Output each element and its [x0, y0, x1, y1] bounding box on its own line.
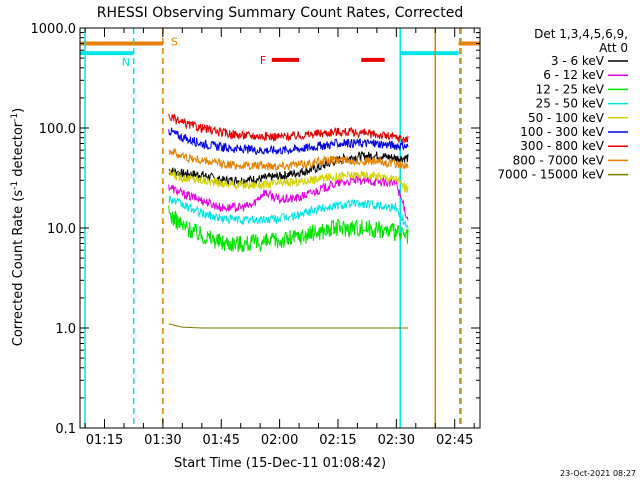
- chart-title: RHESSI Observing Summary Count Rates, Co…: [97, 5, 463, 21]
- series-line: [168, 195, 409, 229]
- y-axis-label: Corrected Count Rate (s-1 detector-1): [10, 108, 26, 346]
- y-axis-label-sup1: -1: [10, 181, 20, 190]
- series-line: [168, 174, 409, 221]
- legend-label: 6 - 12 keV: [543, 68, 605, 82]
- timestamp: 23-Oct-2021 08:27: [560, 469, 636, 478]
- flag-label: N: [122, 56, 130, 69]
- series-line: [168, 113, 409, 144]
- x-tick-label: 02:00: [261, 433, 298, 448]
- y-axis-label-part2: detector: [11, 121, 26, 181]
- legend-label: 3 - 6 keV: [551, 54, 605, 68]
- plot-border: [79, 27, 481, 429]
- x-tick-label: 02:30: [378, 433, 415, 448]
- y-tick-label: 10.0: [47, 222, 76, 237]
- vertical-markers: [84, 28, 462, 428]
- legend-label: 7000 - 15000 keV: [497, 168, 604, 182]
- x-axis-label: Start Time (15-Dec-11 01:08:42): [174, 456, 386, 471]
- plot-frame: [79, 27, 481, 429]
- flag-label: S: [171, 35, 178, 48]
- y-axis-label-sup2: -1: [10, 113, 20, 122]
- y-tick-label: 100.0: [39, 122, 76, 137]
- legend-label: 25 - 50 keV: [536, 97, 605, 111]
- series-line: [168, 127, 409, 155]
- y-tick-label: 1.0: [55, 322, 76, 337]
- series-lines: [168, 113, 409, 329]
- series-line: [168, 168, 409, 194]
- y-tick-label: 0.1: [55, 422, 76, 437]
- x-tick-label: 02:45: [436, 433, 473, 448]
- series-line: [168, 205, 409, 252]
- legend-header-detectors: Det 1,3,4,5,6,9,: [534, 27, 628, 41]
- x-tick-label: 01:15: [86, 433, 123, 448]
- series-line: [168, 147, 409, 172]
- y-axis-label-part3: ): [11, 108, 26, 113]
- y-axis-label-part1: Corrected Count Rate (s: [11, 190, 26, 347]
- legend-label: 300 - 800 keV: [520, 139, 604, 153]
- flag-label: F: [260, 54, 266, 67]
- x-tick-label: 01:45: [203, 433, 240, 448]
- legend-label: 800 - 7000 keV: [513, 153, 605, 167]
- legend-header-attenuator: Att 0: [599, 41, 628, 55]
- x-tick-label: 02:15: [319, 433, 356, 448]
- series-line: [168, 323, 408, 329]
- flag-bars: S N F: [80, 35, 480, 69]
- legend-label: 50 - 100 keV: [528, 111, 605, 125]
- y-axis: 0.1 1.0 10.0 100.0 1000.0: [31, 22, 480, 437]
- x-tick-label: 01:30: [144, 433, 181, 448]
- x-axis: 01:15 01:30 01:45 02:00 02:15 02:30 02:45: [84, 28, 475, 448]
- legend-label: 100 - 300 keV: [520, 125, 604, 139]
- y-tick-label: 1000.0: [31, 22, 77, 37]
- legend-label: 12 - 25 keV: [536, 82, 605, 96]
